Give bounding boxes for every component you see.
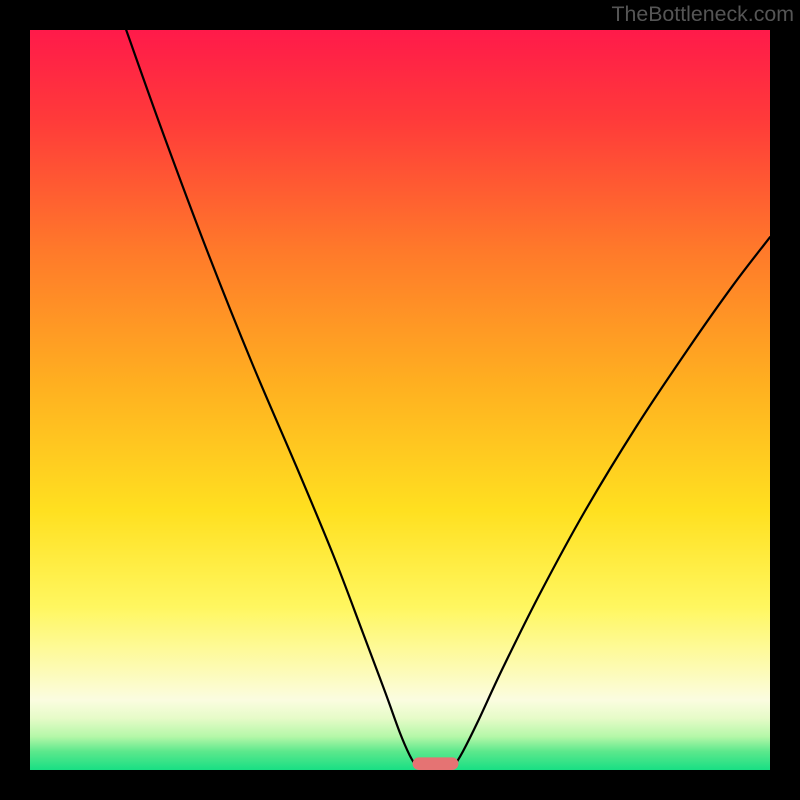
bottom-marker — [413, 757, 459, 770]
chart-container: TheBottleneck.com — [0, 0, 800, 800]
chart-svg — [0, 0, 800, 800]
chart-gradient-background — [30, 30, 770, 770]
